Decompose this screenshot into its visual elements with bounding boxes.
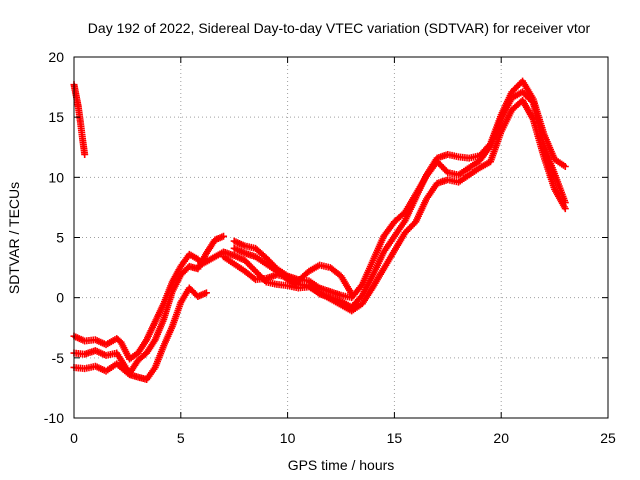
series-track-b	[70, 250, 206, 363]
x-tick-label: 10	[280, 430, 296, 446]
y-tick-labels: -10 -5 0 5 10 15 20	[44, 49, 64, 426]
y-tick-label: 10	[48, 169, 64, 185]
axis-ticks	[73, 56, 609, 419]
y-tick-label: 20	[48, 49, 64, 65]
y-tick-label: 0	[56, 290, 64, 306]
series-track-g	[230, 77, 569, 311]
x-axis-label: GPS time / hours	[288, 457, 395, 473]
x-tick-label: 20	[493, 430, 509, 446]
series-track-d	[70, 284, 210, 383]
data-point	[485, 141, 493, 149]
x-tick-label: 25	[600, 430, 616, 446]
y-tick-label: 5	[56, 230, 64, 246]
data-point	[561, 199, 569, 207]
y-axis-label: SDTVAR / TECUs	[6, 182, 22, 294]
x-tick-labels: 0 5 10 15 20 25	[70, 430, 616, 446]
data-point	[220, 232, 228, 240]
x-tick-label: 15	[387, 430, 403, 446]
y-tick-label: -10	[44, 410, 64, 426]
data-points	[70, 77, 569, 383]
data-point	[561, 163, 569, 171]
series-track-c	[70, 232, 228, 377]
x-tick-label: 5	[177, 430, 185, 446]
y-tick-label: 15	[48, 109, 64, 125]
x-tick-label: 0	[70, 430, 78, 446]
data-point	[202, 289, 210, 297]
series-track-h	[220, 253, 356, 298]
data-point	[561, 205, 569, 213]
y-tick-label: -5	[52, 350, 65, 366]
data-point	[81, 150, 89, 158]
chart-title: Day 192 of 2022, Sidereal Day-to-day VTE…	[88, 20, 591, 36]
data-point	[348, 290, 356, 298]
